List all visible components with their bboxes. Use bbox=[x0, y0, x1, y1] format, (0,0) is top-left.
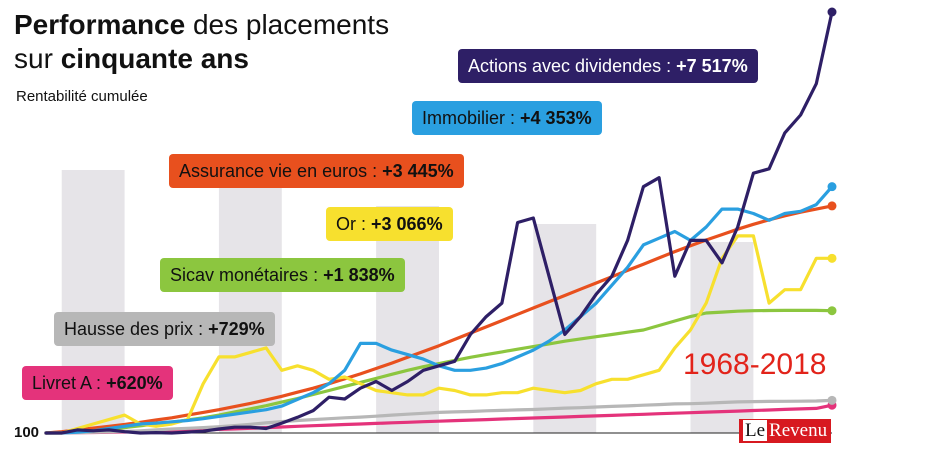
series-line-prix bbox=[44, 398, 834, 435]
end-dot-or bbox=[827, 253, 837, 263]
label-livret: Livret A : +620% bbox=[22, 366, 173, 400]
base-value-label: 100 bbox=[14, 424, 40, 441]
title-bold: Performance bbox=[14, 9, 186, 40]
period-label: 1968-2018 bbox=[683, 348, 827, 381]
series-lines bbox=[44, 10, 834, 435]
label-prix: Hausse des prix : +729% bbox=[54, 312, 275, 346]
end-dot-immobilier bbox=[827, 182, 837, 192]
le-revenu-logo: Le Revenu bbox=[739, 419, 832, 443]
label-or: Or : +3 066% bbox=[326, 207, 453, 241]
series-line-actions bbox=[44, 10, 834, 435]
title-line2-plain: sur bbox=[14, 43, 61, 74]
title-line2-bold: cinquante ans bbox=[60, 43, 249, 74]
label-assurance: Assurance vie en euros : +3 445% bbox=[169, 154, 464, 188]
label-immobilier: Immobilier : +4 353% bbox=[412, 101, 602, 135]
label-actions: Actions avec dividendes : +7 517% bbox=[458, 49, 758, 83]
shaded-band bbox=[218, 188, 282, 433]
title-rest: des placements bbox=[185, 9, 390, 40]
end-dot-sicav bbox=[827, 306, 837, 316]
end-dot-actions bbox=[827, 7, 837, 17]
end-dot-assurance bbox=[827, 201, 837, 211]
series-line-livret bbox=[44, 403, 834, 435]
end-dot-prix bbox=[827, 395, 837, 405]
label-sicav: Sicav monétaires : +1 838% bbox=[160, 258, 405, 292]
chart-title: Performance des placements sur cinquante… bbox=[14, 8, 389, 76]
series-end-dots bbox=[827, 7, 837, 410]
chart-subtitle: Rentabilité cumulée bbox=[16, 88, 148, 105]
